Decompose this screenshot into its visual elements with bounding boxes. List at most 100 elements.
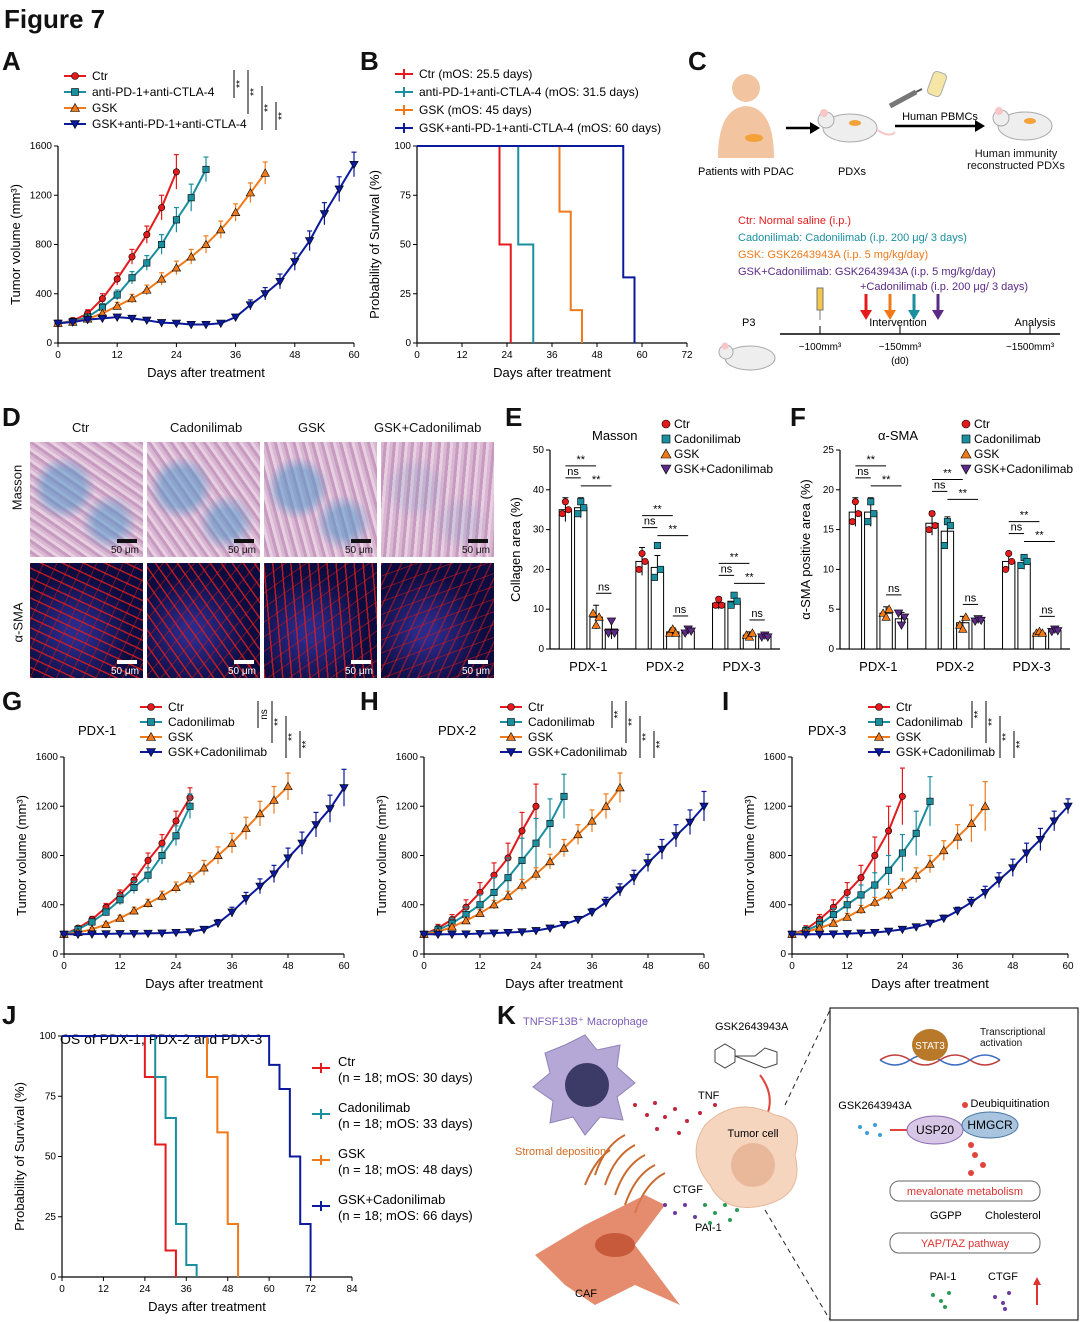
data-point	[71, 72, 79, 80]
significance-label: ns	[567, 466, 579, 478]
data-point	[113, 275, 121, 283]
y-tick-label: 800	[401, 851, 418, 862]
x-axis-label: Days after treatment	[505, 976, 623, 991]
significance-label: **	[730, 551, 739, 563]
legend-label: GSK+Cadonilimab	[974, 462, 1073, 476]
panel-letter-j: J	[2, 1000, 17, 1030]
drug-label: GSK2643943A	[715, 1021, 789, 1033]
data-point	[98, 295, 106, 303]
data-point	[447, 922, 457, 931]
panel-letter-f: F	[790, 402, 806, 432]
data-point	[518, 856, 526, 864]
significance-label: ns	[751, 608, 763, 620]
data-point	[609, 629, 620, 638]
legend-label: GSK	[896, 730, 921, 744]
data-point	[489, 899, 499, 909]
x-axis-label: Days after treatment	[493, 365, 611, 380]
legend-label: Ctr	[92, 69, 108, 83]
data-point	[574, 510, 582, 518]
y-tick-label: 0	[405, 338, 411, 349]
significance-label: **	[641, 733, 652, 741]
legend-label: anti-PD-1+anti-CTLA-4 (mOS: 31.5 days)	[419, 85, 639, 99]
masson-image: 50 μm	[264, 442, 377, 557]
data-point	[925, 859, 935, 868]
y-tick-label: 1600	[30, 141, 53, 152]
data-point	[660, 464, 672, 475]
data-point	[801, 930, 811, 940]
data-point	[641, 557, 649, 565]
significance-label: **	[235, 80, 246, 88]
y-axis-label: Probability of Survival (%)	[12, 1082, 27, 1231]
data-point	[489, 929, 499, 938]
data-point	[881, 612, 891, 621]
data-point	[558, 510, 566, 518]
arrow-head-icon	[810, 122, 820, 134]
significance-label: **	[287, 733, 298, 741]
data-point	[980, 801, 990, 810]
scale-bar-label: 50 μm	[462, 545, 490, 556]
zoom-line	[764, 1209, 831, 1321]
x-tick-label: 24	[897, 961, 909, 972]
timeline-v1: ~100mm³	[799, 342, 842, 353]
group-combo: GSK+Cadonilimab: GSK2643943A (i.p. 5 mg/…	[738, 266, 996, 278]
bar	[864, 511, 878, 650]
usp20-icon	[906, 1115, 964, 1145]
scale-bar-label: 50 μm	[345, 545, 373, 556]
pbmc-label: Human PBMCs	[902, 111, 978, 123]
panel-letter-c: C	[688, 46, 707, 76]
x-axis-label: Days after treatment	[147, 365, 265, 380]
legend-label: (n = 18; mOS: 66 days)	[338, 1208, 473, 1223]
data-point	[433, 930, 443, 940]
data-point	[638, 549, 646, 557]
data-point	[559, 920, 569, 930]
y-tick-label: 0	[538, 644, 544, 655]
panel-letter-i: I	[722, 686, 730, 716]
data-point	[546, 819, 554, 827]
data-point	[925, 526, 933, 534]
survival-step-line	[62, 1035, 198, 1277]
data-point	[545, 924, 555, 933]
data-point	[447, 930, 457, 940]
legend-label: GSK+Cadonilimab	[528, 745, 627, 759]
data-point	[961, 612, 971, 621]
data-point	[545, 856, 555, 866]
inhibition-line-icon	[759, 1074, 771, 1116]
y-tick-label: 10	[823, 564, 835, 575]
data-point	[297, 839, 307, 848]
y-tick-label: 30	[533, 525, 545, 536]
data-point	[255, 808, 265, 818]
x-tick-label: 72	[681, 350, 693, 361]
bar	[1002, 560, 1016, 650]
y-axis-label: Tumor volume (mm³)	[742, 795, 757, 916]
chart-j-os-survival: 0 12 24 36 48 60 72 84 0 25 50 75 100 Days after trea…	[12, 1031, 473, 1314]
data-point	[213, 919, 223, 929]
y-axis-label: α-SMA positive area (%)	[798, 479, 813, 619]
data-point	[898, 849, 906, 857]
data-point	[227, 838, 237, 847]
data-point	[518, 827, 526, 835]
data-point	[143, 259, 151, 267]
data-point	[829, 911, 837, 919]
significance-label: **	[1001, 733, 1012, 741]
legend-label: GSK+Cadonilimab	[168, 745, 267, 759]
x-tick-label: 60	[1062, 961, 1074, 972]
data-point	[856, 929, 866, 938]
data-point	[601, 801, 611, 810]
timeline-d0: (d0)	[891, 356, 909, 367]
y-tick-label: 1600	[36, 752, 59, 763]
stat3-icon	[912, 1029, 948, 1061]
data-point	[867, 498, 875, 506]
legend-label: Ctr	[528, 700, 544, 714]
data-point	[171, 263, 182, 272]
significance-label: **	[301, 741, 312, 749]
x-tick-label: PDX-1	[569, 659, 607, 674]
y-tick-label: 400	[769, 900, 786, 911]
y-tick-label: 1200	[396, 801, 419, 812]
ctgf-label: CTGF	[673, 1184, 703, 1196]
data-point	[897, 880, 908, 889]
data-point	[661, 434, 671, 444]
data-point	[870, 928, 880, 938]
legend-label: GSK+anti-PD-1+anti-CTLA-4 (mOS: 60 days)	[419, 121, 661, 135]
data-point	[871, 852, 879, 860]
figure-title: Figure 7	[4, 4, 106, 34]
